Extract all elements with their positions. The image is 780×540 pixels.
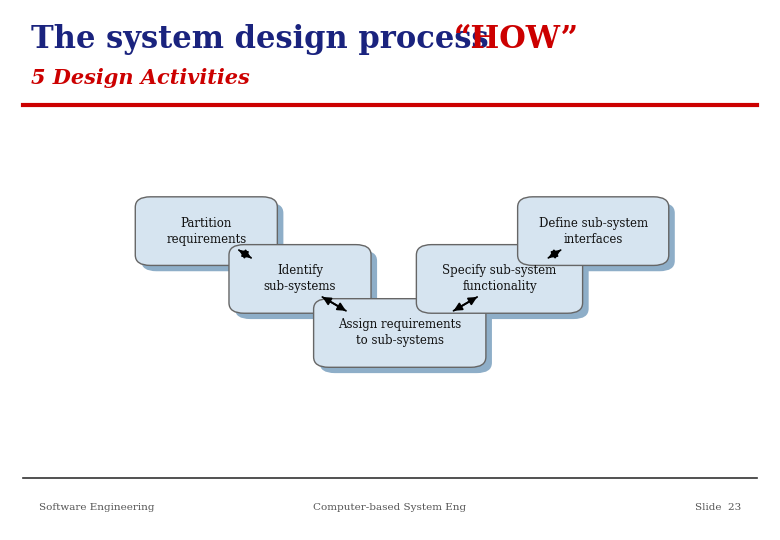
Text: The system design process: The system design process — [31, 24, 499, 55]
Text: “HOW”: “HOW” — [454, 24, 579, 55]
Text: Slide  23: Slide 23 — [695, 503, 741, 512]
FancyBboxPatch shape — [235, 251, 377, 319]
FancyBboxPatch shape — [314, 299, 486, 367]
Text: Software Engineering: Software Engineering — [39, 503, 154, 512]
Text: Assign requirements
to sub-systems: Assign requirements to sub-systems — [338, 319, 462, 348]
FancyBboxPatch shape — [423, 251, 589, 319]
Text: Define sub-system
interfaces: Define sub-system interfaces — [539, 217, 647, 246]
FancyBboxPatch shape — [320, 305, 492, 373]
Text: Partition
requirements: Partition requirements — [166, 217, 246, 246]
Text: Computer-based System Eng: Computer-based System Eng — [314, 503, 466, 512]
FancyBboxPatch shape — [523, 202, 675, 271]
FancyBboxPatch shape — [141, 202, 283, 271]
FancyBboxPatch shape — [518, 197, 668, 266]
FancyBboxPatch shape — [135, 197, 278, 266]
Text: Identify
sub-systems: Identify sub-systems — [264, 265, 336, 293]
Text: Specify sub-system
functionality: Specify sub-system functionality — [442, 265, 557, 293]
FancyBboxPatch shape — [229, 245, 371, 313]
FancyBboxPatch shape — [417, 245, 583, 313]
Text: 5 Design Activities: 5 Design Activities — [31, 68, 250, 87]
